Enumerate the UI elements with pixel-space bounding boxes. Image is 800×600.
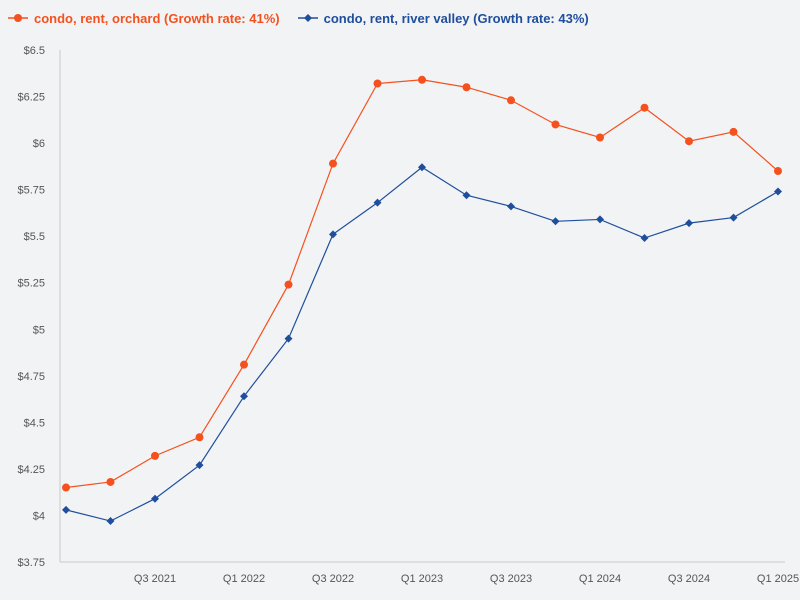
data-point[interactable] (62, 483, 70, 492)
y-tick-label: $5.25 (17, 278, 45, 290)
y-tick-label: $4.25 (17, 464, 45, 476)
series-river-valley (62, 163, 782, 526)
x-tick-label: Q1 2025 (757, 573, 799, 585)
x-tick-label: Q1 2023 (401, 573, 443, 585)
series-orchard (62, 75, 782, 492)
x-tick-label: Q3 2022 (312, 573, 354, 585)
data-point[interactable] (729, 213, 738, 222)
data-point[interactable] (774, 167, 782, 176)
legend-label-river-valley: condo, rent, river valley (Growth rate: … (323, 10, 589, 26)
data-point[interactable] (329, 159, 337, 168)
x-tick-label: Q3 2021 (134, 573, 176, 585)
data-point[interactable] (151, 494, 159, 503)
y-tick-label: $6.25 (17, 92, 45, 104)
circle-marker-icon (8, 14, 28, 22)
diamond-marker-icon (297, 14, 318, 22)
series-line (65, 79, 779, 489)
data-point[interactable] (106, 477, 115, 486)
data-point[interactable] (551, 120, 560, 129)
x-tick-label: Q3 2024 (668, 573, 710, 585)
legend: condo, rent, orchard (Growth rate: 41%) … (8, 8, 589, 28)
y-tick-label: $5 (33, 324, 45, 336)
data-point[interactable] (685, 219, 693, 228)
legend-label-orchard: condo, rent, orchard (Growth rate: 41%) (34, 10, 280, 26)
data-point[interactable] (106, 517, 115, 526)
data-point[interactable] (240, 360, 248, 369)
data-point[interactable] (640, 234, 649, 243)
x-tick-label: Q3 2023 (490, 573, 532, 585)
data-point[interactable] (373, 79, 382, 88)
data-point[interactable] (284, 280, 293, 289)
y-tick-label: $5.75 (17, 185, 45, 197)
x-tick-label: Q1 2024 (579, 573, 621, 585)
y-tick-label: $4.75 (17, 371, 45, 383)
legend-item-orchard[interactable]: condo, rent, orchard (Growth rate: 41%) (8, 11, 280, 26)
y-tick-label: $5.5 (24, 231, 45, 243)
data-point[interactable] (507, 202, 515, 211)
data-point[interactable] (195, 461, 204, 470)
x-tick-label: Q1 2022 (223, 573, 265, 585)
data-point[interactable] (329, 230, 337, 239)
series-line (65, 166, 779, 522)
data-point[interactable] (462, 83, 471, 92)
y-tick-label: $4 (33, 510, 45, 522)
y-tick-label: $4.5 (24, 417, 45, 429)
data-point[interactable] (462, 191, 471, 200)
data-point[interactable] (284, 334, 293, 343)
data-point[interactable] (418, 75, 426, 84)
data-point[interactable] (151, 451, 159, 460)
data-point[interactable] (62, 505, 70, 514)
data-point[interactable] (240, 392, 248, 401)
y-tick-label: $6.5 (24, 45, 45, 57)
y-tick-label: $6 (33, 138, 45, 150)
data-point[interactable] (551, 217, 560, 226)
legend-item-river-valley[interactable]: condo, rent, river valley (Growth rate: … (297, 10, 589, 26)
data-point[interactable] (596, 215, 604, 224)
y-tick-label: $3.75 (17, 557, 45, 569)
data-point[interactable] (685, 137, 693, 146)
data-point[interactable] (596, 133, 604, 142)
data-point[interactable] (774, 187, 782, 196)
data-point[interactable] (373, 198, 382, 207)
data-point[interactable] (640, 103, 649, 112)
data-point[interactable] (729, 127, 738, 136)
data-point[interactable] (195, 433, 204, 442)
data-point[interactable] (507, 96, 515, 105)
data-point[interactable] (418, 163, 426, 172)
